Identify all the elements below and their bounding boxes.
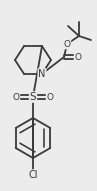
Text: N: N: [38, 69, 46, 79]
Text: O: O: [13, 92, 19, 101]
Text: O: O: [74, 53, 81, 62]
Text: O: O: [64, 40, 71, 49]
Text: S: S: [30, 92, 36, 102]
Text: Cl: Cl: [28, 170, 38, 180]
Text: O: O: [46, 92, 54, 101]
